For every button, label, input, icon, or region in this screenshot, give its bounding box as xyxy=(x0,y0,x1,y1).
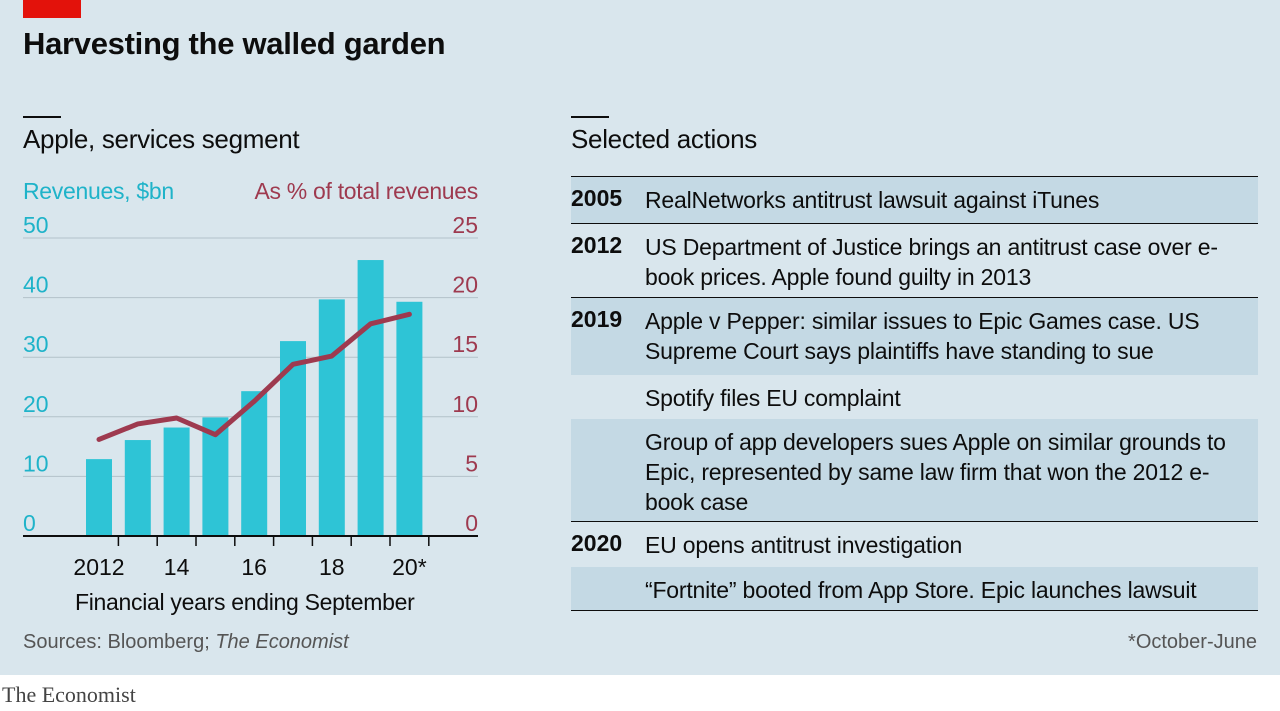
x-tick-label: 14 xyxy=(164,554,190,580)
action-text: US Department of Justice brings an antit… xyxy=(645,234,1218,290)
action-row: “Fortnite” booted from App Store. Epic l… xyxy=(571,567,1258,611)
x-tick-label: 20* xyxy=(392,554,427,580)
revenue-bar xyxy=(163,427,190,536)
action-year: 2019 xyxy=(571,306,623,332)
left-tick-label: 50 xyxy=(23,212,49,238)
source-note: Sources: Bloomberg; The Economist xyxy=(23,631,349,653)
action-text: Group of app developers sues Apple on si… xyxy=(645,429,1226,515)
left-tick-label: 20 xyxy=(23,391,49,417)
revenue-bar xyxy=(124,440,151,536)
x-tick-label: 2012 xyxy=(73,554,124,580)
revenue-bar xyxy=(318,299,345,536)
action-text: Spotify files EU complaint xyxy=(645,385,901,411)
share-of-revenue-line xyxy=(96,311,412,442)
x-axis-label: Financial years ending September xyxy=(75,589,415,615)
revenue-bar xyxy=(86,459,112,536)
action-year: 2012 xyxy=(571,232,623,258)
right-tick-label: 5 xyxy=(465,450,478,476)
right-rule xyxy=(571,116,609,118)
left-tick-label: 0 xyxy=(23,510,36,536)
revenue-bar xyxy=(396,301,423,536)
right-tick-label: 15 xyxy=(452,331,478,357)
right-subtitle: Selected actions xyxy=(571,124,757,154)
action-text: “Fortnite” booted from App Store. Epic l… xyxy=(645,577,1197,603)
chart-title: Harvesting the walled garden xyxy=(23,26,446,61)
right-tick-label: 20 xyxy=(452,272,478,298)
action-text: EU opens antitrust investigation xyxy=(645,532,963,558)
x-tick-label: 18 xyxy=(319,554,345,580)
left-rule xyxy=(23,116,61,118)
action-row: 2019 Apple v Pepper: similar issues to Ep… xyxy=(571,297,1258,375)
revenue-bar xyxy=(241,391,268,536)
action-row: 2012 US Department of Justice brings an a… xyxy=(571,223,1258,297)
x-tick-label: 16 xyxy=(241,554,267,580)
right-tick-label: 25 xyxy=(452,212,478,238)
footnote: *October-June xyxy=(1128,631,1257,653)
right-tick-label: 0 xyxy=(465,510,478,536)
action-row: Group of app developers sues Apple on si… xyxy=(571,419,1258,521)
right-tick-label: 10 xyxy=(452,391,478,417)
revenue-bar xyxy=(357,260,384,536)
action-row: Spotify files EU complaint xyxy=(571,375,1258,419)
left-tick-label: 30 xyxy=(23,331,49,357)
left-axis-label: Revenues, $bn xyxy=(23,178,174,204)
brand-logo: The Economist xyxy=(2,682,136,707)
left-tick-label: 40 xyxy=(23,272,49,298)
action-row: 2020 EU opens antitrust investigation xyxy=(571,521,1258,567)
right-axis-label: As % of total revenues xyxy=(254,178,478,204)
left-subtitle: Apple, services segment xyxy=(23,124,300,154)
action-year: 2005 xyxy=(571,185,623,211)
action-row: 2005 RealNetworks antitrust lawsuit again… xyxy=(571,176,1258,223)
actions-table: 2005 RealNetworks antitrust lawsuit again… xyxy=(571,176,1258,611)
action-text: Apple v Pepper: similar issues to Epic G… xyxy=(645,308,1200,364)
action-year: 2020 xyxy=(571,530,623,556)
left-tick-label: 10 xyxy=(23,450,49,476)
action-text: RealNetworks antitrust lawsuit against i… xyxy=(645,187,1100,213)
brand-tag xyxy=(23,0,81,18)
